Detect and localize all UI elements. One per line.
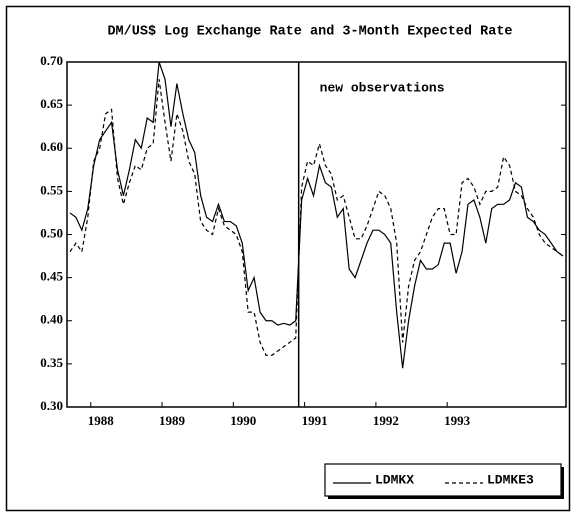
- x-tick-label: 1993: [444, 413, 471, 428]
- y-tick-label: 0.45: [40, 269, 63, 284]
- chart-title: DM/US$ Log Exchange Rate and 3-Month Exp…: [107, 25, 512, 40]
- plot-area: [66, 61, 567, 408]
- y-tick-label: 0.55: [40, 182, 63, 197]
- y-tick-label: 0.65: [40, 96, 63, 111]
- series-line: [69, 61, 564, 369]
- x-tick-label: 1990: [230, 413, 256, 428]
- y-tick-label: 0.35: [40, 355, 63, 370]
- y-tick-label: 0.50: [40, 225, 63, 240]
- x-tick-label: 1991: [302, 413, 328, 428]
- x-tick-label: 1988: [88, 413, 115, 428]
- frame: [5, 5, 571, 512]
- x-tick-label: 1989: [159, 413, 186, 428]
- legend: [324, 463, 562, 497]
- legend-label: LDMKX: [375, 472, 414, 487]
- y-tick-label: 0.70: [40, 53, 63, 68]
- y-tick-label: 0.60: [40, 139, 63, 154]
- x-tick-label: 1992: [373, 413, 399, 428]
- annotation: new observations: [320, 80, 445, 95]
- y-tick-label: 0.30: [40, 398, 63, 413]
- y-tick-label: 0.40: [40, 312, 63, 327]
- series-line: [69, 79, 564, 356]
- legend-label: LDMKE3: [487, 472, 534, 487]
